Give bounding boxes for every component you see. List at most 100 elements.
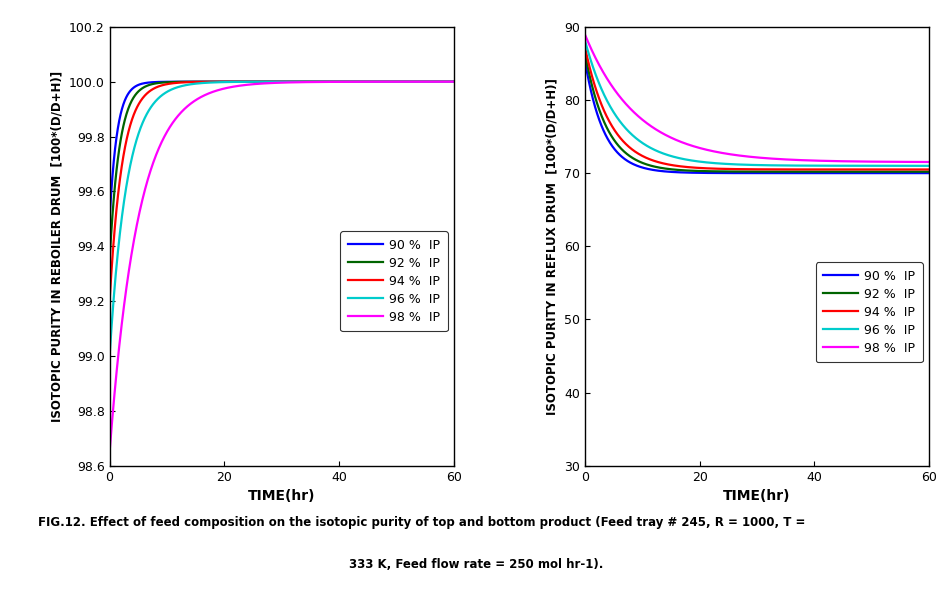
98 %  IP: [340, 78, 351, 85]
90 %  IP: [922, 170, 934, 177]
Line: 98 %  IP: 98 % IP: [109, 82, 453, 452]
98 %  IP: [378, 78, 389, 85]
90 %  IP: [447, 78, 459, 85]
98 %  IP: [718, 150, 729, 157]
94 %  IP: [104, 297, 115, 304]
92 %  IP: [372, 78, 384, 85]
90 %  IP: [846, 170, 858, 177]
90 %  IP: [614, 152, 625, 159]
92 %  IP: [139, 83, 150, 90]
94 %  IP: [447, 78, 459, 85]
96 %  IP: [243, 78, 254, 85]
92 %  IP: [104, 256, 115, 263]
94 %  IP: [718, 165, 729, 173]
90 %  IP: [579, 56, 590, 63]
92 %  IP: [255, 78, 267, 85]
96 %  IP: [378, 78, 389, 85]
Line: 94 %  IP: 94 % IP: [109, 82, 453, 301]
98 %  IP: [815, 157, 826, 164]
Text: 333 K, Feed flow rate = 250 mol hr-1).: 333 K, Feed flow rate = 250 mol hr-1).: [349, 558, 603, 571]
X-axis label: TIME(hr): TIME(hr): [723, 489, 790, 503]
96 %  IP: [815, 162, 826, 170]
Line: 96 %  IP: 96 % IP: [109, 82, 453, 356]
98 %  IP: [579, 30, 590, 38]
90 %  IP: [815, 170, 826, 177]
94 %  IP: [579, 43, 590, 50]
Line: 90 %  IP: 90 % IP: [109, 82, 453, 219]
Line: 92 %  IP: 92 % IP: [109, 82, 453, 260]
98 %  IP: [853, 158, 864, 165]
96 %  IP: [730, 161, 742, 168]
94 %  IP: [730, 165, 742, 173]
Y-axis label: ISOTOPIC PURITY IN REBOILER DRUM  [100*(D/D+H)]: ISOTOPIC PURITY IN REBOILER DRUM [100*(D…: [50, 70, 63, 422]
96 %  IP: [104, 352, 115, 359]
90 %  IP: [340, 78, 351, 85]
98 %  IP: [255, 80, 267, 87]
92 %  IP: [846, 168, 858, 176]
92 %  IP: [340, 78, 351, 85]
94 %  IP: [853, 166, 864, 173]
Line: 96 %  IP: 96 % IP: [585, 40, 928, 166]
Text: FIG.12. Effect of feed composition on the isotopic purity of top and bottom prod: FIG.12. Effect of feed composition on th…: [38, 516, 804, 530]
94 %  IP: [922, 166, 934, 173]
96 %  IP: [340, 78, 351, 85]
96 %  IP: [614, 118, 625, 125]
96 %  IP: [255, 78, 267, 85]
98 %  IP: [243, 81, 254, 88]
96 %  IP: [718, 160, 729, 167]
92 %  IP: [243, 78, 254, 85]
98 %  IP: [447, 78, 459, 85]
90 %  IP: [730, 170, 742, 177]
92 %  IP: [922, 168, 934, 176]
90 %  IP: [255, 78, 267, 85]
Legend: 90 %  IP, 92 %  IP, 94 %  IP, 96 %  IP, 98 %  IP: 90 % IP, 92 % IP, 94 % IP, 96 % IP, 98 %…: [340, 232, 447, 331]
92 %  IP: [614, 144, 625, 151]
90 %  IP: [139, 79, 150, 87]
92 %  IP: [853, 168, 864, 176]
90 %  IP: [853, 170, 864, 177]
94 %  IP: [340, 78, 351, 85]
94 %  IP: [372, 78, 384, 85]
92 %  IP: [422, 78, 433, 85]
98 %  IP: [139, 187, 150, 194]
Y-axis label: ISOTOPIC PURITY IN REFLUX DRUM  [100*(D/D+H)]: ISOTOPIC PURITY IN REFLUX DRUM [100*(D/D…: [545, 78, 558, 415]
98 %  IP: [846, 158, 858, 165]
98 %  IP: [614, 93, 625, 100]
Line: 94 %  IP: 94 % IP: [585, 47, 928, 170]
98 %  IP: [372, 78, 384, 85]
X-axis label: TIME(hr): TIME(hr): [248, 489, 315, 503]
90 %  IP: [379, 78, 390, 85]
96 %  IP: [853, 162, 864, 170]
94 %  IP: [846, 166, 858, 173]
Line: 98 %  IP: 98 % IP: [585, 34, 928, 162]
94 %  IP: [139, 92, 150, 99]
92 %  IP: [378, 78, 389, 85]
90 %  IP: [243, 78, 254, 85]
98 %  IP: [730, 152, 742, 159]
90 %  IP: [104, 216, 115, 223]
98 %  IP: [104, 448, 115, 456]
92 %  IP: [579, 49, 590, 56]
Legend: 90 %  IP, 92 %  IP, 94 %  IP, 96 %  IP, 98 %  IP: 90 % IP, 92 % IP, 94 % IP, 96 % IP, 98 %…: [815, 262, 922, 362]
90 %  IP: [718, 170, 729, 177]
94 %  IP: [815, 166, 826, 173]
90 %  IP: [372, 78, 384, 85]
90 %  IP: [347, 78, 359, 85]
96 %  IP: [579, 36, 590, 44]
94 %  IP: [378, 78, 389, 85]
92 %  IP: [447, 78, 459, 85]
96 %  IP: [372, 78, 384, 85]
92 %  IP: [718, 168, 729, 175]
96 %  IP: [846, 162, 858, 170]
Line: 92 %  IP: 92 % IP: [585, 53, 928, 172]
98 %  IP: [922, 158, 934, 165]
96 %  IP: [922, 162, 934, 170]
92 %  IP: [730, 168, 742, 175]
94 %  IP: [243, 78, 254, 85]
96 %  IP: [139, 115, 150, 122]
92 %  IP: [815, 168, 826, 176]
94 %  IP: [614, 134, 625, 141]
Line: 90 %  IP: 90 % IP: [585, 60, 928, 173]
94 %  IP: [255, 78, 267, 85]
96 %  IP: [447, 78, 459, 85]
